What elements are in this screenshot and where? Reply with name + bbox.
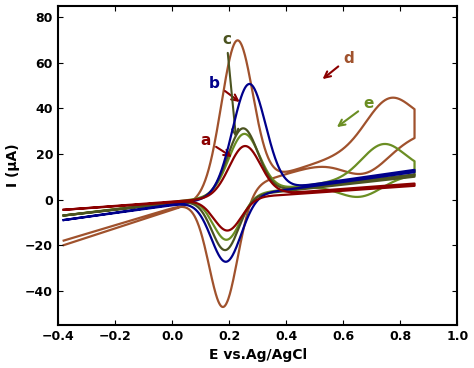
- Text: c: c: [222, 32, 238, 135]
- Text: a: a: [201, 133, 230, 156]
- Text: e: e: [339, 96, 374, 126]
- Y-axis label: I (μA): I (μA): [6, 144, 19, 187]
- Text: b: b: [209, 76, 238, 100]
- Text: d: d: [324, 51, 354, 78]
- X-axis label: E vs.Ag/AgCl: E vs.Ag/AgCl: [209, 348, 307, 362]
